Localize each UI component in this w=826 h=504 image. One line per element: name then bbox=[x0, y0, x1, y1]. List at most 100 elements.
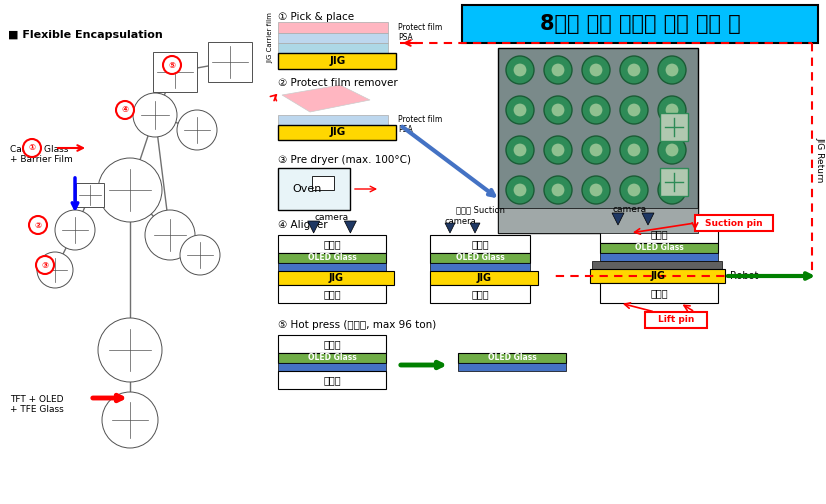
Circle shape bbox=[544, 136, 572, 164]
Text: JIG Carrier film: JIG Carrier film bbox=[267, 13, 273, 64]
Text: 하정반: 하정반 bbox=[323, 375, 341, 385]
Text: ② Protect film remover: ② Protect film remover bbox=[278, 78, 398, 88]
Circle shape bbox=[116, 101, 134, 119]
Text: JIG: JIG bbox=[651, 271, 666, 281]
Text: 상정반: 상정반 bbox=[323, 339, 341, 349]
Circle shape bbox=[544, 56, 572, 84]
Bar bbox=[312, 176, 334, 190]
Circle shape bbox=[551, 183, 565, 197]
Bar bbox=[430, 285, 530, 303]
Text: 하정반: 하정반 bbox=[650, 288, 667, 298]
Circle shape bbox=[589, 63, 603, 77]
Text: ■ Flexible Encapsulation: ■ Flexible Encapsulation bbox=[8, 30, 163, 40]
Circle shape bbox=[513, 63, 527, 77]
Bar bbox=[278, 168, 350, 210]
Circle shape bbox=[589, 143, 603, 157]
Bar bbox=[278, 115, 388, 125]
Text: ⑤: ⑤ bbox=[169, 60, 176, 70]
Text: ④: ④ bbox=[121, 105, 129, 114]
Circle shape bbox=[506, 176, 534, 204]
Circle shape bbox=[506, 96, 534, 124]
Text: Protect film: Protect film bbox=[398, 23, 442, 31]
Circle shape bbox=[98, 158, 162, 222]
Circle shape bbox=[37, 252, 73, 288]
Circle shape bbox=[582, 56, 610, 84]
Circle shape bbox=[620, 176, 648, 204]
Circle shape bbox=[589, 103, 603, 117]
Text: OLED Glass: OLED Glass bbox=[307, 353, 356, 362]
Bar bbox=[278, 33, 388, 43]
Text: JIG Return: JIG Return bbox=[815, 137, 824, 182]
Bar bbox=[278, 125, 396, 140]
Bar bbox=[458, 363, 566, 371]
Circle shape bbox=[180, 235, 220, 275]
Text: ⑤ Hot press (가압력, max 96 ton): ⑤ Hot press (가압력, max 96 ton) bbox=[278, 320, 436, 330]
Bar bbox=[498, 48, 698, 233]
Text: OLED Glass: OLED Glass bbox=[456, 254, 505, 263]
Bar bbox=[278, 363, 386, 371]
Circle shape bbox=[55, 210, 95, 250]
Circle shape bbox=[145, 210, 195, 260]
Text: Robot: Robot bbox=[730, 271, 758, 281]
Circle shape bbox=[506, 136, 534, 164]
Bar bbox=[590, 269, 725, 283]
Bar bbox=[208, 42, 252, 82]
Circle shape bbox=[102, 392, 158, 448]
Text: OLED Glass: OLED Glass bbox=[634, 243, 683, 253]
Circle shape bbox=[513, 183, 527, 197]
Circle shape bbox=[163, 56, 181, 74]
Polygon shape bbox=[642, 213, 654, 225]
Circle shape bbox=[589, 183, 603, 197]
Circle shape bbox=[544, 176, 572, 204]
Circle shape bbox=[551, 63, 565, 77]
Circle shape bbox=[658, 136, 686, 164]
Circle shape bbox=[620, 56, 648, 84]
Bar bbox=[430, 253, 530, 263]
Text: ①: ① bbox=[28, 144, 36, 153]
Bar bbox=[278, 22, 388, 33]
Text: PSA: PSA bbox=[398, 125, 413, 135]
Bar bbox=[498, 208, 698, 233]
Circle shape bbox=[627, 63, 641, 77]
Bar bbox=[278, 253, 386, 263]
Text: JIG: JIG bbox=[329, 273, 344, 283]
Bar bbox=[695, 215, 773, 231]
Text: PSA: PSA bbox=[398, 33, 413, 42]
Polygon shape bbox=[445, 223, 455, 233]
Bar bbox=[458, 353, 566, 363]
Circle shape bbox=[665, 103, 679, 117]
Polygon shape bbox=[307, 221, 320, 233]
Bar bbox=[76, 183, 104, 207]
Bar bbox=[645, 312, 707, 328]
Text: 8세대 봉지 공정용 전면 점착 척: 8세대 봉지 공정용 전면 점착 척 bbox=[539, 14, 740, 34]
Text: Suction pin: Suction pin bbox=[705, 219, 763, 227]
Circle shape bbox=[29, 216, 47, 234]
Circle shape bbox=[665, 63, 679, 77]
Text: camera: camera bbox=[613, 205, 647, 214]
Bar bbox=[660, 113, 688, 141]
Bar bbox=[278, 263, 386, 271]
Circle shape bbox=[582, 176, 610, 204]
Bar bbox=[278, 235, 386, 253]
Circle shape bbox=[177, 110, 217, 150]
Bar bbox=[278, 353, 386, 363]
Circle shape bbox=[36, 256, 54, 274]
Polygon shape bbox=[612, 213, 624, 225]
Text: ④ Aligner: ④ Aligner bbox=[278, 220, 328, 230]
Circle shape bbox=[627, 183, 641, 197]
Text: 상정반: 상정반 bbox=[650, 229, 667, 239]
Circle shape bbox=[658, 96, 686, 124]
Bar bbox=[278, 43, 388, 53]
Text: ③ Pre dryer (max. 100°C): ③ Pre dryer (max. 100°C) bbox=[278, 155, 411, 165]
Bar bbox=[430, 235, 530, 253]
Bar bbox=[430, 263, 530, 271]
Text: OLED Glass: OLED Glass bbox=[487, 353, 536, 362]
Text: JIG: JIG bbox=[477, 273, 491, 283]
Polygon shape bbox=[470, 223, 480, 233]
Bar bbox=[600, 253, 718, 261]
Bar bbox=[592, 261, 722, 269]
Bar bbox=[600, 243, 718, 253]
Text: JIG: JIG bbox=[330, 127, 346, 137]
Circle shape bbox=[544, 96, 572, 124]
Circle shape bbox=[620, 136, 648, 164]
